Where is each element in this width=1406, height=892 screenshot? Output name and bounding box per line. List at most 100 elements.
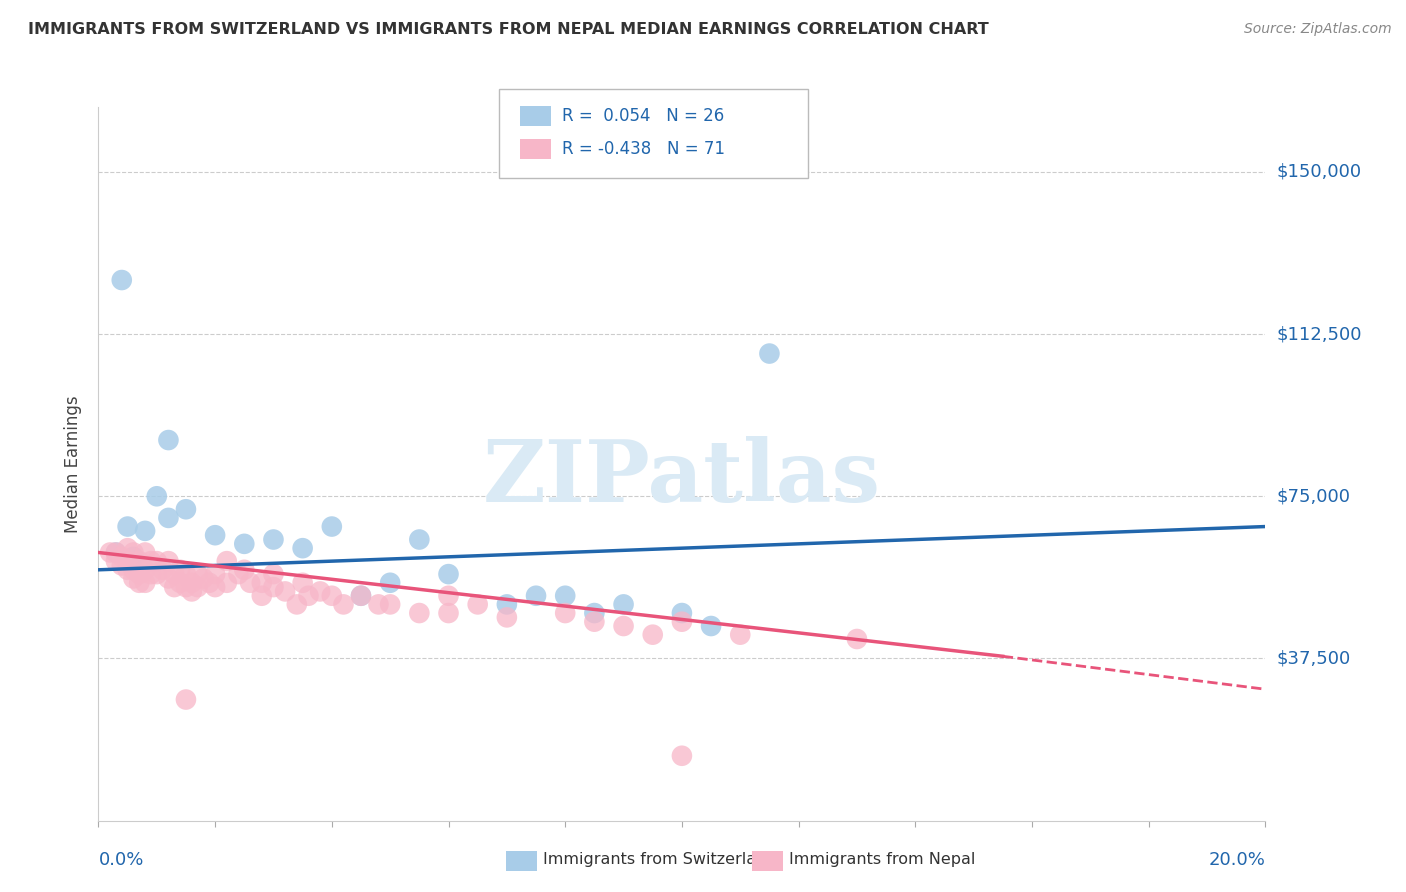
Point [204,580,226,594]
Text: Immigrants from Nepal: Immigrants from Nepal [789,853,976,867]
Point [495,610,517,624]
Point [128,554,150,568]
Text: ZIPatlas: ZIPatlas [482,436,882,520]
Point [98,545,121,559]
Point [139,554,162,568]
Point [157,433,180,447]
Point [111,549,134,564]
Point [262,580,284,594]
Point [122,549,145,564]
Text: Source: ZipAtlas.com: Source: ZipAtlas.com [1244,22,1392,37]
Point [367,598,389,612]
Point [174,567,197,582]
Point [128,567,150,582]
Point [111,558,134,573]
Point [378,575,402,590]
Point [700,619,723,633]
Point [122,571,145,585]
Point [309,584,332,599]
Point [495,598,517,612]
Point [157,511,180,525]
Point [378,598,402,612]
Point [758,346,780,360]
Point [104,545,127,559]
Point [146,567,169,582]
Point [845,632,868,646]
Point [104,545,127,559]
Point [215,575,238,590]
Point [157,571,180,585]
Point [139,567,162,582]
Point [122,545,145,559]
Point [524,589,547,603]
Point [146,489,169,503]
Point [204,528,226,542]
Point [554,589,576,603]
Text: IMMIGRANTS FROM SWITZERLAND VS IMMIGRANTS FROM NEPAL MEDIAN EARNINGS CORRELATION: IMMIGRANTS FROM SWITZERLAND VS IMMIGRANT… [28,22,988,37]
Point [169,575,191,590]
Point [228,567,250,582]
Point [128,575,150,590]
Point [583,615,606,629]
Point [297,589,319,603]
Y-axis label: Median Earnings: Median Earnings [65,395,83,533]
Point [239,575,262,590]
Point [262,533,284,547]
Point [187,580,209,594]
Point [250,589,273,603]
Point [554,606,576,620]
Point [174,502,197,516]
Point [233,537,256,551]
Text: R = -0.438   N = 71: R = -0.438 N = 71 [562,140,725,158]
Point [204,567,226,582]
Point [198,575,221,590]
Point [174,692,197,706]
Text: Immigrants from Switzerland: Immigrants from Switzerland [543,853,776,867]
Point [233,563,256,577]
Text: $112,500: $112,500 [1277,325,1362,343]
Text: $75,000: $75,000 [1277,487,1351,505]
Text: 0.0%: 0.0% [98,851,143,869]
Point [117,563,139,577]
Point [146,554,169,568]
Point [612,598,634,612]
Text: $37,500: $37,500 [1277,649,1351,667]
Point [152,563,174,577]
Point [437,589,460,603]
Point [134,545,156,559]
Point [285,598,308,612]
Point [583,606,606,620]
Point [117,554,139,568]
Point [157,554,180,568]
Point [408,533,430,547]
Point [180,584,202,599]
Point [437,606,460,620]
Point [193,571,215,585]
Point [332,598,354,612]
Point [174,580,197,594]
Point [215,554,238,568]
Point [291,575,314,590]
Point [163,580,186,594]
Text: 20.0%: 20.0% [1209,851,1265,869]
Point [612,619,634,633]
Point [111,273,134,287]
Point [169,563,191,577]
Point [117,541,139,556]
Point [274,584,297,599]
Point [134,563,156,577]
Point [350,589,373,603]
Point [728,628,751,642]
Point [467,598,489,612]
Point [408,606,430,620]
Point [250,575,273,590]
Point [671,606,693,620]
Point [321,519,343,533]
Point [641,628,664,642]
Point [671,615,693,629]
Text: $150,000: $150,000 [1277,163,1361,181]
Point [122,563,145,577]
Text: R =  0.054   N = 26: R = 0.054 N = 26 [562,107,724,125]
Point [104,554,127,568]
Point [187,567,209,582]
